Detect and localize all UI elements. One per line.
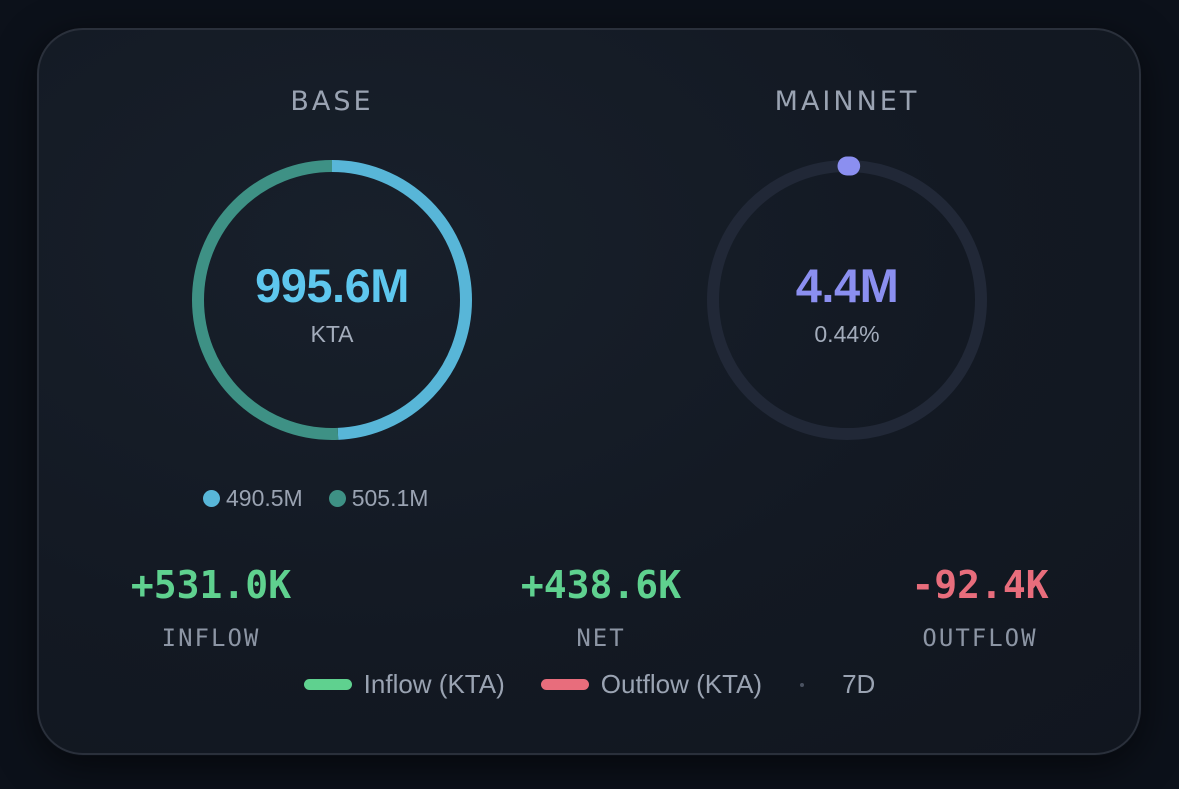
inflow-value: +531.0K (130, 563, 292, 607)
outflow-value: -92.4K (911, 563, 1049, 607)
base-segment-b (192, 160, 472, 440)
outflow-metric: -92.4K OUTFLOW (850, 566, 1110, 652)
base-total-value: 995.6M (255, 259, 409, 312)
net-value: +438.6K (520, 563, 682, 607)
outflow-label: OUTFLOW (922, 624, 1038, 652)
outflow-swatch (540, 679, 589, 690)
period-label[interactable]: 7D (842, 669, 876, 699)
mainnet-center: 4.4M 0.44% (717, 262, 977, 348)
bridge-card (37, 28, 1141, 755)
flow-legend: Inflow (KTA) Outflow (KTA) 7D (0, 669, 1179, 700)
outflow-legend-label: Outflow (KTA) (600, 669, 763, 699)
segment-b-dot (328, 490, 346, 507)
mainnet-arc (703, 156, 991, 444)
segment-a-dot (203, 490, 220, 507)
inflow-swatch (303, 679, 352, 690)
mainnet-title: MAINNET (774, 86, 920, 117)
base-unit: KTA (310, 321, 354, 347)
mainnet-total-value: 4.4M (795, 259, 899, 312)
base-center: 995.6M KTA (202, 262, 462, 348)
outflow-legend-item: Outflow (KTA) (540, 669, 763, 700)
inflow-metric: +531.0K INFLOW (81, 566, 341, 652)
inflow-legend-label: Inflow (KTA) (363, 669, 505, 699)
mainnet-donut (703, 156, 991, 444)
base-title: BASE (290, 86, 374, 117)
segment-a-label: 490.5M (226, 485, 303, 511)
separator-dot (800, 682, 805, 687)
net-label: NET (576, 624, 626, 652)
mainnet-percent: 0.44% (814, 321, 880, 347)
base-donut (192, 160, 472, 440)
base-legend: 490.5M 505.1M (203, 485, 428, 512)
net-metric: +438.6K NET (471, 566, 731, 652)
inflow-label: INFLOW (161, 624, 261, 652)
inflow-legend-item: Inflow (KTA) (303, 669, 505, 700)
segment-b-label: 505.1M (351, 485, 429, 511)
